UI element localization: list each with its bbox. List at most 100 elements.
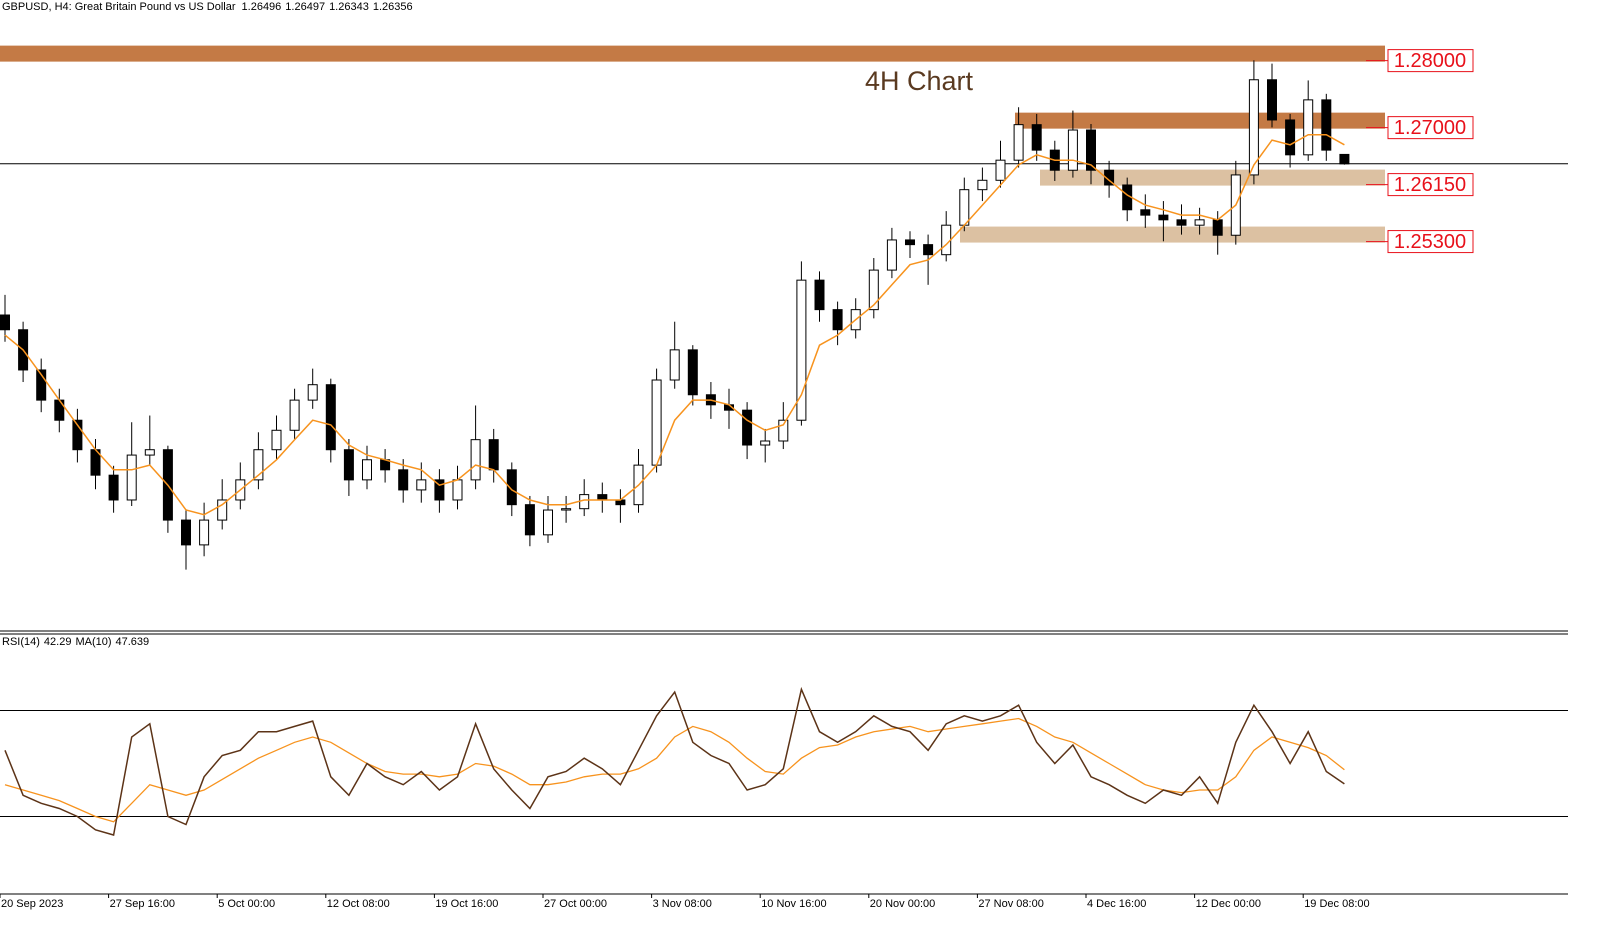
candle-body <box>0 314 10 331</box>
rsi-ma-line <box>4 717 1345 823</box>
x-tick-label: 12 Oct 08:00 <box>327 898 390 910</box>
x-tick-label: 12 Dec 00:00 <box>1196 898 1261 910</box>
candle-body <box>36 369 47 401</box>
candle-body <box>977 179 988 191</box>
candle-body <box>416 479 427 491</box>
candle-body <box>126 454 137 501</box>
candle-body <box>868 269 879 311</box>
moving-average-line <box>4 133 1345 516</box>
candle-body <box>941 224 952 256</box>
candle-body <box>1067 129 1078 171</box>
rsi-line <box>4 686 1345 836</box>
candle-body <box>796 279 807 421</box>
x-tick-label: 19 Dec 08:00 <box>1304 898 1369 910</box>
candle-body <box>760 440 771 446</box>
level-label-box <box>1387 230 1474 254</box>
candle-body <box>814 279 825 311</box>
x-tick-label: 4 Dec 16:00 <box>1087 898 1146 910</box>
candle-body <box>217 499 228 521</box>
candle-body <box>470 439 481 481</box>
candle-body <box>452 479 463 501</box>
rsi-name: RSI(14) <box>2 636 40 648</box>
candle-body <box>434 479 445 501</box>
candle-body <box>561 508 572 511</box>
candle-body <box>1303 99 1314 156</box>
candle-body <box>524 504 535 536</box>
indicator-legend: RSI(14) 42.29 MA(10) 47.639 <box>2 636 149 648</box>
chart-header: GBPUSD, H4: Great Britain Pound vs US Do… <box>2 1 413 13</box>
candle-body <box>1158 214 1169 221</box>
x-tick-label: 19 Oct 16:00 <box>435 898 498 910</box>
candle-body <box>1031 124 1042 151</box>
candle-body <box>742 409 753 446</box>
level-label: 1.25300 <box>1394 231 1466 253</box>
level-label: 1.27000 <box>1394 117 1466 139</box>
candle-body <box>1140 209 1151 216</box>
candle-body <box>651 379 662 466</box>
candle-body <box>1086 129 1096 171</box>
candle-body <box>1267 79 1277 121</box>
candle-body <box>923 244 934 256</box>
candle-body <box>506 469 517 506</box>
candle-body <box>325 384 336 451</box>
candle-body <box>543 509 553 536</box>
level-zone <box>0 45 1385 62</box>
candle-body <box>669 349 680 381</box>
candle-body <box>253 449 264 481</box>
candle-body <box>832 309 843 331</box>
candle-body <box>488 439 499 471</box>
candle-body <box>1321 99 1332 151</box>
candle-body <box>1194 219 1205 226</box>
chart-title: GBPUSD, H4: Great Britain Pound vs US Do… <box>2 1 236 13</box>
high-value: 1.26497 <box>285 1 325 13</box>
candle-body <box>1176 219 1187 226</box>
x-tick-label: 3 Nov 08:00 <box>653 898 712 910</box>
candle-body <box>108 474 119 501</box>
x-tick-label: 5 Oct 00:00 <box>218 898 275 910</box>
candle-body <box>199 519 210 546</box>
level-label: 1.28000 <box>1394 50 1466 72</box>
x-tick-label: 20 Sep 2023 <box>1 898 63 910</box>
level-zone <box>1040 169 1385 186</box>
candle-body <box>72 419 83 451</box>
candle-body <box>54 399 65 421</box>
open-value: 1.26496 <box>242 1 282 13</box>
candle-body <box>398 469 409 491</box>
candle-body <box>1339 153 1350 165</box>
level-label-box <box>1387 173 1474 197</box>
candle-body <box>778 419 789 442</box>
candle-body <box>343 449 354 481</box>
level-label: 1.26150 <box>1394 174 1466 196</box>
candle-body <box>995 159 1006 181</box>
rsi-value: 42.29 <box>44 636 72 648</box>
candle-body <box>597 494 608 501</box>
candle-body <box>362 459 372 481</box>
candle-body <box>1248 79 1259 176</box>
candle-body <box>959 189 970 226</box>
rsi-ma-name: MA(10) <box>75 636 111 648</box>
x-tick-label: 27 Sep 16:00 <box>110 898 175 910</box>
candle-body <box>144 449 155 456</box>
candle-body <box>1013 124 1024 161</box>
candle-body <box>271 429 282 451</box>
level-label-box <box>1387 49 1474 73</box>
candle-body <box>307 384 318 401</box>
candle-body <box>1104 169 1115 186</box>
candle-body <box>1285 119 1296 156</box>
candle-body <box>289 399 300 431</box>
candle-body <box>1212 219 1223 236</box>
candle-body <box>886 239 897 271</box>
close-value: 1.26356 <box>373 1 413 13</box>
candle-body <box>181 519 191 546</box>
candle-body <box>579 494 590 510</box>
level-label-box <box>1387 116 1474 140</box>
low-value: 1.26343 <box>329 1 369 13</box>
candle-body <box>687 349 698 396</box>
annotation: 4H Chart <box>865 66 974 96</box>
x-tick-label: 27 Oct 00:00 <box>544 898 607 910</box>
x-tick-label: 20 Nov 00:00 <box>870 898 935 910</box>
level-zone <box>960 226 1385 243</box>
